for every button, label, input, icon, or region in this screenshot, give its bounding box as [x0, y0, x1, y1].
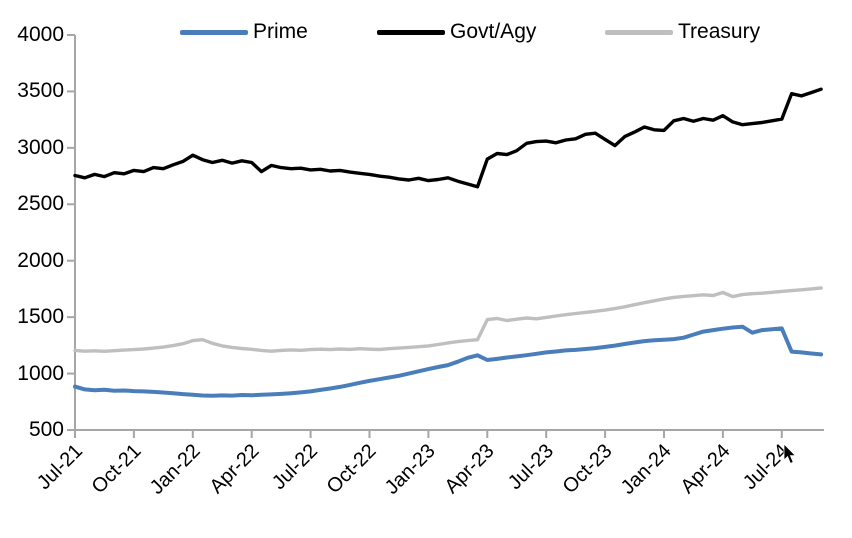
govt-agy-line-swatch-icon: [377, 29, 445, 35]
legend-item-prime: Prime: [180, 19, 308, 45]
legend-label-govt-agy: Govt/Agy: [450, 20, 537, 43]
series-lines: [73, 87, 824, 398]
axes: [67, 34, 824, 438]
legend-item-govt-agy: Govt/Agy: [377, 19, 536, 45]
legend-label-prime: Prime: [253, 20, 308, 43]
treasury-line-swatch-icon: [605, 29, 673, 35]
legend-item-treasury: Treasury: [605, 19, 760, 45]
series-line-govt-agy: [73, 87, 823, 189]
y-tick-label: 1500: [17, 305, 64, 329]
legend: Prime Govt/Agy Treasury: [0, 0, 852, 46]
y-tick-label: 2000: [17, 248, 64, 272]
y-tick-label: 3000: [17, 135, 64, 159]
y-tick-label: 1000: [17, 361, 64, 385]
y-tick-label: 2500: [17, 192, 64, 216]
series-line-treasury: [73, 286, 823, 353]
mouse-cursor-icon: [783, 444, 797, 464]
y-tick-label: 3500: [17, 79, 64, 103]
series-line-prime: [73, 324, 824, 398]
legend-label-treasury: Treasury: [678, 20, 761, 43]
y-tick-label: 500: [28, 418, 64, 441]
prime-line-swatch-icon: [180, 29, 248, 35]
y-tick-label: 4000: [17, 23, 64, 46]
